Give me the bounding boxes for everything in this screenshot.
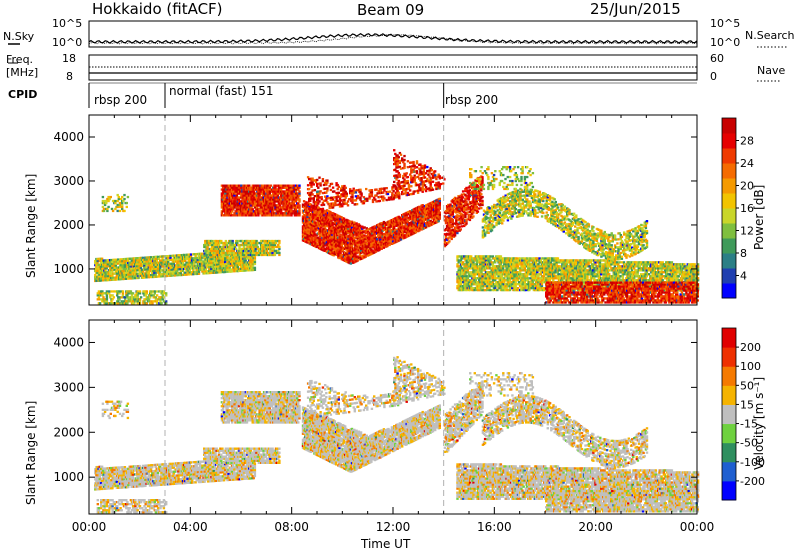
velocity-colorbar-swatch-3 — [722, 423, 736, 444]
cpid-segment-2: normal (fast) 151 — [169, 84, 273, 98]
power-colorbar-swatch-9 — [722, 148, 736, 164]
nave-label: Nave — [757, 64, 785, 77]
noise-tick-high-right: 10^5 — [710, 17, 740, 30]
velocity-colorbar-swatch-7 — [722, 347, 736, 367]
power-panel-ytick-label-1: 2000 — [53, 218, 84, 232]
power-colorbar-swatch-11 — [722, 118, 736, 134]
freq-tick-low: 8 — [66, 70, 73, 83]
velocity-colorbar-swatch-6 — [722, 366, 736, 386]
cpid-label: CPID — [8, 88, 37, 101]
velocity-colorbar-tick-label-0: 200 — [740, 341, 761, 354]
velocity-panel-ytick-label-3: 4000 — [53, 335, 84, 349]
velocity-panel-cells — [94, 356, 700, 514]
noise-panel-frame — [88, 20, 698, 48]
nsky-label: N.Sky — [3, 30, 34, 43]
velocity-colorbar-swatch-1 — [722, 461, 736, 482]
noise-sky-line — [88, 32, 698, 44]
xtick-label-4: 16:00 — [477, 520, 512, 534]
power-colorbar-swatch-7 — [722, 178, 736, 194]
power-colorbar-swatch-5 — [722, 208, 736, 224]
power-colorbar-swatch-3 — [722, 238, 736, 254]
velocity-colorbar-frame — [721, 327, 737, 501]
velocity-colorbar-tick-label-1: 100 — [740, 360, 761, 373]
velocity-colorbar-swatch-4 — [722, 404, 736, 425]
freq-unit-label: [MHz] — [6, 66, 38, 79]
velocity-colorbar-tick-label-7: -200 — [740, 475, 765, 488]
nsearch-label: N.Search — [745, 29, 795, 42]
xtick-label-6: 00:00 — [680, 520, 715, 534]
power-colorbar-tick-label-0: 28 — [740, 135, 754, 148]
noise-search-line — [88, 34, 698, 45]
velocity-colorbar-tick-label-2: 50 — [740, 379, 754, 392]
cpid-segment-3: rbsp 200 — [445, 93, 498, 107]
date-label: 25/Jun/2015 — [590, 0, 681, 18]
nave-tick-low: 0 — [710, 70, 717, 83]
velocity-colorbar-swatch-5 — [722, 385, 736, 405]
power-panel-ytick-label-0: 1000 — [53, 262, 84, 276]
xtick-label-5: 20:00 — [578, 520, 613, 534]
power-colorbar-tick-label-3: 16 — [740, 202, 754, 215]
xtick-label-0: 00:00 — [72, 520, 107, 534]
velocity-colorbar-swatch-0 — [722, 480, 736, 501]
power-panel-ytick-label-2: 3000 — [53, 174, 84, 188]
cpid-segment-1: rbsp 200 — [94, 93, 147, 107]
velocity-colorbar-swatch-8 — [722, 328, 736, 348]
xtick-label-1: 04:00 — [173, 520, 208, 534]
radar-title: Hokkaido (fitACF) — [92, 0, 223, 18]
power-colorbar-swatch-4 — [722, 223, 736, 239]
power-colorbar-swatch-2 — [722, 253, 736, 269]
power-colorbar-tick-label-4: 12 — [740, 225, 754, 238]
velocity-colorbar-tick-label-6: -100 — [740, 456, 765, 469]
power-colorbar-swatch-10 — [722, 133, 736, 149]
power-colorbar-swatch-8 — [722, 163, 736, 179]
velocity-panel-ytick-label-0: 1000 — [53, 470, 84, 484]
power-colorbar-swatch-0 — [722, 283, 736, 299]
power-colorbar-swatch-1 — [722, 268, 736, 284]
freq-tick-high: 18 — [62, 52, 76, 65]
power-colorbar-tick-label-6: 4 — [740, 270, 747, 283]
noise-tick-low-right: 10^0 — [710, 36, 740, 49]
power-colorbar-tick-label-5: 8 — [740, 247, 747, 260]
power-colorbar-tick-label-1: 24 — [740, 157, 754, 170]
power-panel-ytick-label-3: 4000 — [53, 130, 84, 144]
velocity-panel-ytick-label-2: 3000 — [53, 380, 84, 394]
velocity-colorbar-tick-label-4: -15 — [740, 418, 758, 431]
beam-label: Beam 09 — [357, 1, 424, 19]
xtick-label-3: 12:00 — [376, 520, 411, 534]
power-colorbar-swatch-6 — [722, 193, 736, 209]
noise-tick-low-left: 10^0 — [52, 36, 82, 49]
power-panel-cells — [94, 149, 700, 305]
velocity-colorbar-tick-label-5: -50 — [740, 437, 758, 450]
velocity-colorbar-swatch-2 — [722, 442, 736, 463]
velocity-colorbar-tick-label-3: 15 — [740, 398, 754, 411]
nave-tick-high: 60 — [710, 52, 724, 65]
xlabel: Time UT — [361, 537, 410, 551]
power-colorbar-tick-label-2: 20 — [740, 180, 754, 193]
velocity-panel-ytick-label-1: 2000 — [53, 425, 84, 439]
xtick-label-2: 08:00 — [274, 520, 309, 534]
noise-tick-high-left: 10^5 — [52, 17, 82, 30]
